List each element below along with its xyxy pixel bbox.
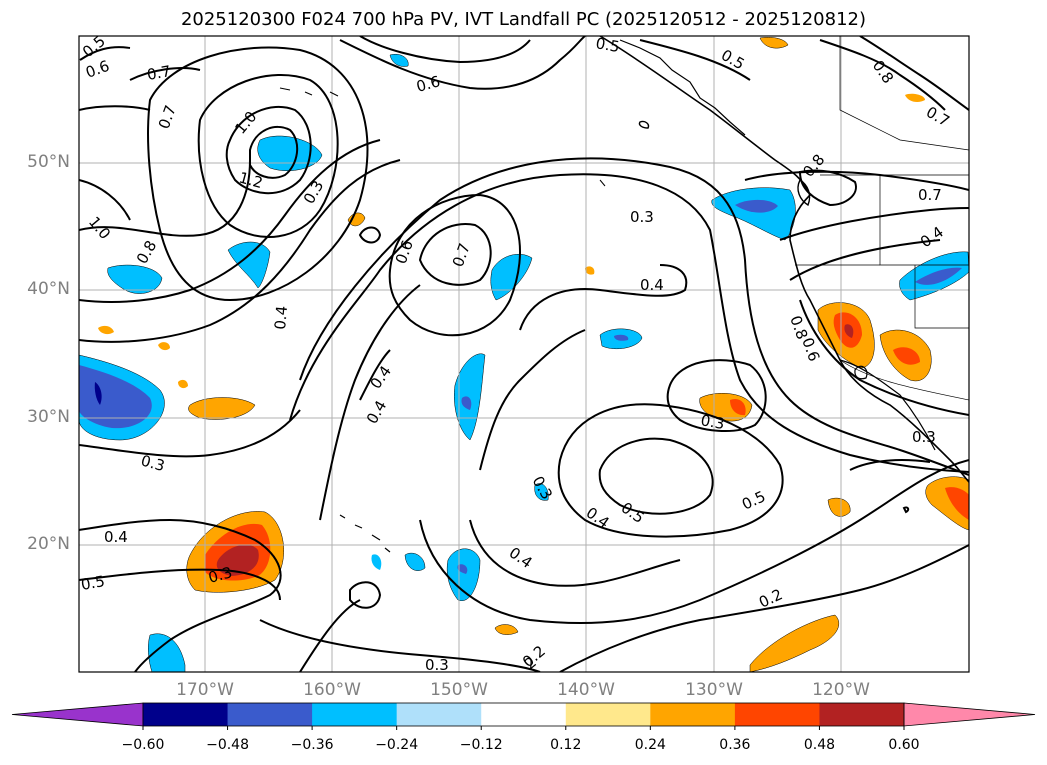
longitude-label: 130°W [685, 680, 743, 700]
contour-label: 0.3 [912, 428, 936, 446]
longitude-label: 140°W [557, 680, 615, 700]
colorbar-extend-high [903, 702, 1036, 727]
latitude-label: 20°N [27, 534, 70, 554]
contour-label: 0.3 [206, 563, 234, 587]
colorbar-outline [142, 702, 905, 727]
plot-frame [78, 35, 970, 673]
longitude-label: 120°W [812, 680, 870, 700]
latitude-label: 30°N [27, 407, 70, 427]
colorbar-tick-label: −0.60 [121, 737, 165, 753]
colorbar-segment [819, 703, 905, 726]
contour-label: 0.7 [918, 186, 942, 204]
pv-contours [79, 36, 969, 672]
colorbar-segment [396, 703, 482, 726]
contour-label: 0.4 [640, 276, 664, 294]
contour-label: 0.3 [139, 451, 167, 475]
contour-label: 0.5 [80, 572, 107, 594]
colorbar-extend-low [11, 702, 144, 727]
colorbar-segment [227, 703, 313, 726]
colorbar-tick-label: −0.36 [290, 737, 334, 753]
positive-shading [98, 37, 969, 672]
colorbar-tick-label: 0.60 [888, 737, 920, 753]
colorbar-segment [734, 703, 820, 726]
colorbar-segment [650, 703, 736, 726]
colorbar-segment [143, 703, 229, 726]
contour-label: 0.4 [104, 528, 128, 546]
colorbar-segment [481, 703, 567, 726]
contour-label: 0.3 [425, 656, 449, 674]
graticule [79, 36, 969, 672]
colorbar-tick-label: 0.24 [634, 737, 666, 753]
colorbar-tick-label: −0.48 [206, 737, 249, 753]
negative-shading [79, 54, 969, 672]
latitude-label: 50°N [27, 152, 70, 172]
longitude-label: 170°W [176, 680, 234, 700]
colorbar-segment [565, 703, 651, 726]
contour-label: 0.3 [699, 411, 726, 433]
colorbar-tick-label: −0.24 [375, 737, 419, 753]
latitude-label: 40°N [27, 279, 70, 299]
colorbar [11, 702, 1036, 730]
colorbar-tick-label: −0.12 [459, 737, 503, 753]
colorbar-tick-label: 0.36 [719, 737, 751, 753]
longitude-label: 150°W [430, 680, 488, 700]
longitude-label: 160°W [303, 680, 361, 700]
contour-label: 0.6 [414, 72, 442, 96]
contour-label: 0.4 [271, 305, 291, 330]
map-title: 2025120300 F024 700 hPa PV, IVT Landfall… [180, 9, 867, 30]
colorbar-segment [312, 703, 398, 726]
colorbar-tick-label: 0.48 [803, 737, 836, 753]
contour-label: 0.7 [146, 62, 173, 84]
contour-label: 1.2 [237, 168, 265, 192]
colorbar-tick-label: 0.12 [550, 737, 582, 753]
contour-label: 0.3 [630, 208, 654, 226]
contour-label: 0.5 [594, 34, 621, 56]
coastlines [279, 36, 969, 553]
